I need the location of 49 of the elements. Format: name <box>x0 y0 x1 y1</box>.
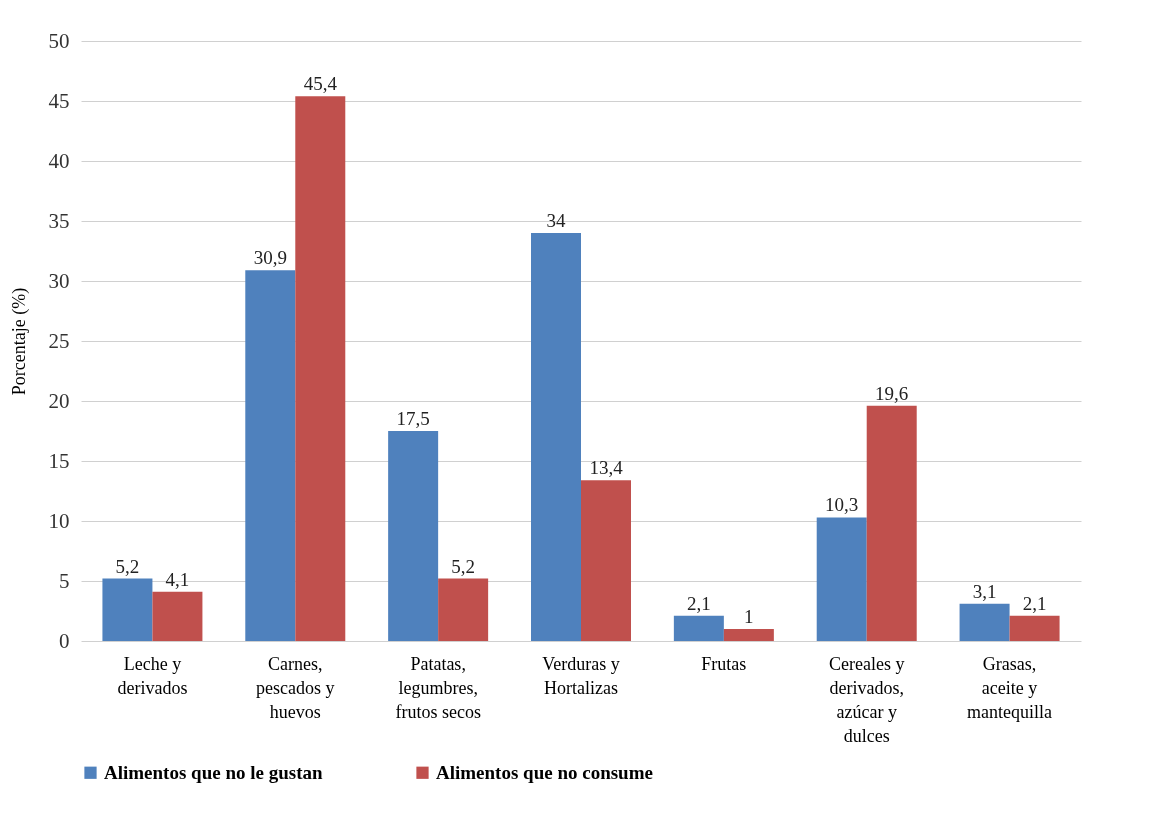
bar <box>102 578 153 641</box>
data-label: 34 <box>546 210 566 231</box>
bar <box>866 405 917 641</box>
bar <box>581 480 631 641</box>
data-label: 30,9 <box>253 247 287 269</box>
x-tick-label: Carnes, pescados y huevos <box>256 653 335 722</box>
data-label: 45,4 <box>303 73 338 95</box>
data-label: 2,1 <box>686 592 711 614</box>
data-label: 3,1 <box>972 580 997 602</box>
y-tick-label: 15 <box>48 448 70 473</box>
bar <box>245 270 296 641</box>
x-tick-label: Frutas <box>701 653 747 674</box>
y-tick-label: 0 <box>59 628 70 653</box>
bar <box>673 615 724 641</box>
x-tick-label: Verduras y Hortalizas <box>542 653 620 698</box>
data-label: 2,1 <box>1022 592 1047 614</box>
y-tick-label: 35 <box>48 208 70 233</box>
y-tick-label: 5 <box>59 568 70 593</box>
y-axis-title: Porcentaje (%) <box>8 287 30 396</box>
bar <box>295 96 346 641</box>
bar <box>438 578 489 641</box>
bar <box>152 591 203 641</box>
y-tick-label: 30 <box>48 268 70 293</box>
bar <box>959 603 1010 641</box>
data-label: 5,2 <box>115 555 140 577</box>
bar <box>388 431 439 641</box>
y-tick-label: 10 <box>48 508 70 533</box>
bar <box>723 629 774 641</box>
legend-label: Alimentos que no consume <box>436 761 653 783</box>
bar <box>816 517 867 641</box>
data-label: 5,2 <box>451 555 476 577</box>
data-label: 17,5 <box>396 408 430 429</box>
y-tick-label: 25 <box>48 328 70 353</box>
data-label: 19,6 <box>875 382 909 404</box>
y-tick-label: 40 <box>48 148 70 173</box>
y-tick-label: 20 <box>48 388 70 413</box>
legend-label: Alimentos que no le gustan <box>104 761 323 783</box>
y-tick-label: 45 <box>48 88 70 113</box>
x-tick-label: Patatas, legumbres, frutos secos <box>395 653 481 722</box>
data-label: 1 <box>744 606 754 627</box>
bar <box>531 233 581 641</box>
data-label: 13,4 <box>589 457 624 479</box>
x-tick-label: Leche y derivados <box>117 653 188 698</box>
x-tick-label: Cereales y derivados, azúcar y dulces <box>828 653 905 746</box>
x-tick-label: Grasas, aceite y mantequilla <box>967 653 1053 722</box>
y-tick-label: 50 <box>48 28 70 53</box>
data-label: 4,1 <box>165 568 190 590</box>
bar <box>1009 615 1060 641</box>
data-label: 10,3 <box>825 494 859 516</box>
